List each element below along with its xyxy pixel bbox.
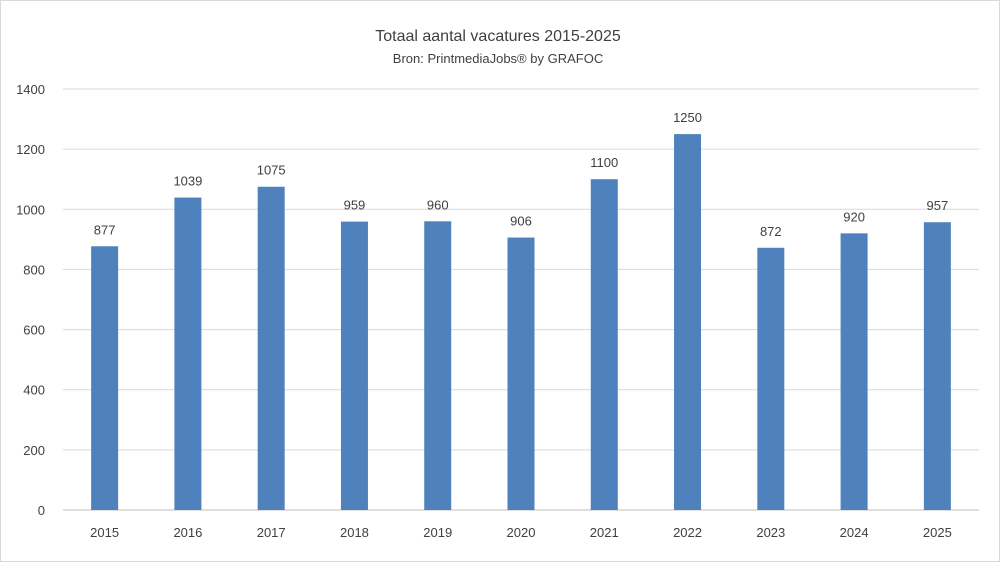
data-labels: 877 1039 1075 959 960 906 1100 1250 872 920 957 bbox=[94, 110, 948, 239]
y-tick-label: 200 bbox=[23, 443, 45, 458]
y-tick-label: 0 bbox=[38, 503, 45, 518]
x-tick-label: 2024 bbox=[840, 525, 869, 540]
x-tick-label: 2020 bbox=[507, 525, 536, 540]
bars bbox=[91, 134, 951, 511]
bar bbox=[507, 237, 535, 510]
data-label: 906 bbox=[510, 214, 532, 229]
y-tick-label: 1400 bbox=[16, 82, 45, 97]
data-label: 920 bbox=[843, 209, 865, 224]
x-axis-ticks: 2015 2016 2017 2018 2019 2020 2021 2022 2023 2024… bbox=[90, 525, 952, 540]
data-label: 877 bbox=[94, 222, 116, 237]
bar bbox=[757, 247, 785, 510]
x-tick-label: 2019 bbox=[423, 525, 452, 540]
data-label: 960 bbox=[427, 197, 449, 212]
bar bbox=[340, 221, 368, 511]
x-tick-label: 2021 bbox=[590, 525, 619, 540]
bar bbox=[840, 233, 868, 511]
data-label: 1250 bbox=[673, 110, 702, 125]
bar bbox=[424, 221, 452, 511]
y-tick-label: 600 bbox=[23, 323, 45, 338]
data-label: 957 bbox=[927, 198, 949, 213]
bar bbox=[674, 134, 702, 510]
x-tick-label: 2022 bbox=[673, 525, 702, 540]
chart-title: Totaal aantal vacatures 2015-2025 bbox=[375, 28, 621, 45]
x-tick-label: 2017 bbox=[257, 525, 286, 540]
data-label: 959 bbox=[344, 198, 366, 213]
y-tick-label: 1200 bbox=[16, 142, 45, 157]
chart-subtitle: Bron: PrintmediaJobs® by GRAFOC bbox=[393, 51, 603, 66]
x-tick-label: 2018 bbox=[340, 525, 369, 540]
bar bbox=[174, 197, 202, 510]
data-label: 1075 bbox=[257, 163, 286, 178]
data-label: 872 bbox=[760, 224, 782, 239]
x-tick-label: 2015 bbox=[90, 525, 119, 540]
bar bbox=[257, 186, 285, 510]
data-label: 1039 bbox=[173, 174, 202, 189]
y-tick-label: 400 bbox=[23, 383, 45, 398]
y-tick-label: 800 bbox=[23, 262, 45, 277]
x-tick-label: 2025 bbox=[923, 525, 952, 540]
x-tick-label: 2023 bbox=[756, 525, 785, 540]
bar bbox=[923, 222, 951, 510]
bar bbox=[91, 246, 119, 511]
y-axis-ticks: 0 200 400 600 800 1000 1200 1400 bbox=[16, 82, 45, 518]
data-label: 1100 bbox=[590, 155, 618, 170]
y-tick-label: 1000 bbox=[16, 202, 45, 217]
bar bbox=[590, 179, 618, 510]
x-tick-label: 2016 bbox=[173, 525, 202, 540]
